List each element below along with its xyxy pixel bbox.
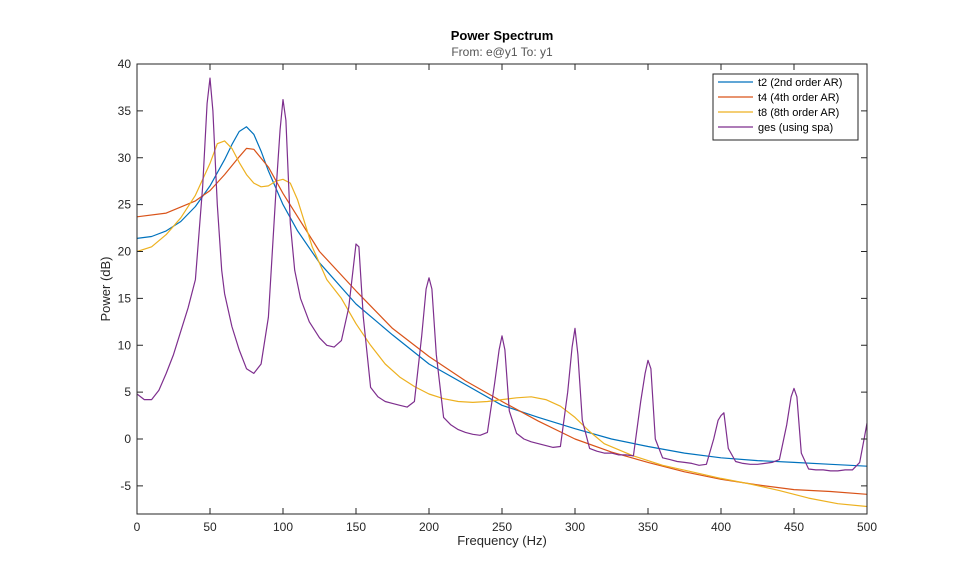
series-line-3 <box>137 77 867 472</box>
x-tick-label: 0 <box>134 520 141 534</box>
y-tick-label: 20 <box>118 245 132 259</box>
y-tick-label: 5 <box>124 385 131 399</box>
series-line-2 <box>137 140 867 508</box>
y-tick-label: 15 <box>118 291 132 305</box>
chart-subtitle: From: e@y1 To: y1 <box>451 45 553 59</box>
y-axis: -5 0 5 10 15 20 25 30 35 40 <box>118 57 867 493</box>
x-tick-label: 350 <box>638 520 658 534</box>
x-tick-label: 200 <box>419 520 439 534</box>
legend: t2 (2nd order AR) t4 (4th order AR) t8 (8t… <box>712 73 859 141</box>
x-tick-label: 150 <box>346 520 366 534</box>
x-tick-label: 300 <box>565 520 585 534</box>
x-tick-label: 50 <box>203 520 217 534</box>
y-axis-label: Power (dB) <box>98 256 113 321</box>
y-tick-label: 25 <box>118 198 132 212</box>
y-tick-label: 35 <box>118 104 132 118</box>
y-tick-label: 40 <box>118 57 132 71</box>
chart-title: Power Spectrum <box>451 28 554 43</box>
x-tick-label: 450 <box>784 520 804 534</box>
x-tick-label: 250 <box>492 520 512 534</box>
y-tick-label: 30 <box>118 151 132 165</box>
legend-label-3: ges (using spa) <box>758 122 833 134</box>
x-tick-label: 400 <box>711 520 731 534</box>
legend-box <box>712 73 859 141</box>
y-tick-label: -5 <box>120 479 131 493</box>
x-tick-label: 500 <box>857 520 877 534</box>
legend-label-0: t2 (2nd order AR) <box>758 77 842 89</box>
legend-label-1: t4 (4th order AR) <box>758 92 839 104</box>
series-layer <box>137 77 867 508</box>
x-axis-label: Frequency (Hz) <box>457 533 547 548</box>
series-line-1 <box>137 147 867 495</box>
x-axis: 0 50 100 150 200 250 300 350 400 450 500 <box>134 64 877 534</box>
x-tick-label: 100 <box>273 520 293 534</box>
y-tick-label: 0 <box>124 432 131 446</box>
legend-label-2: t8 (8th order AR) <box>758 107 839 119</box>
y-tick-label: 10 <box>118 338 132 352</box>
